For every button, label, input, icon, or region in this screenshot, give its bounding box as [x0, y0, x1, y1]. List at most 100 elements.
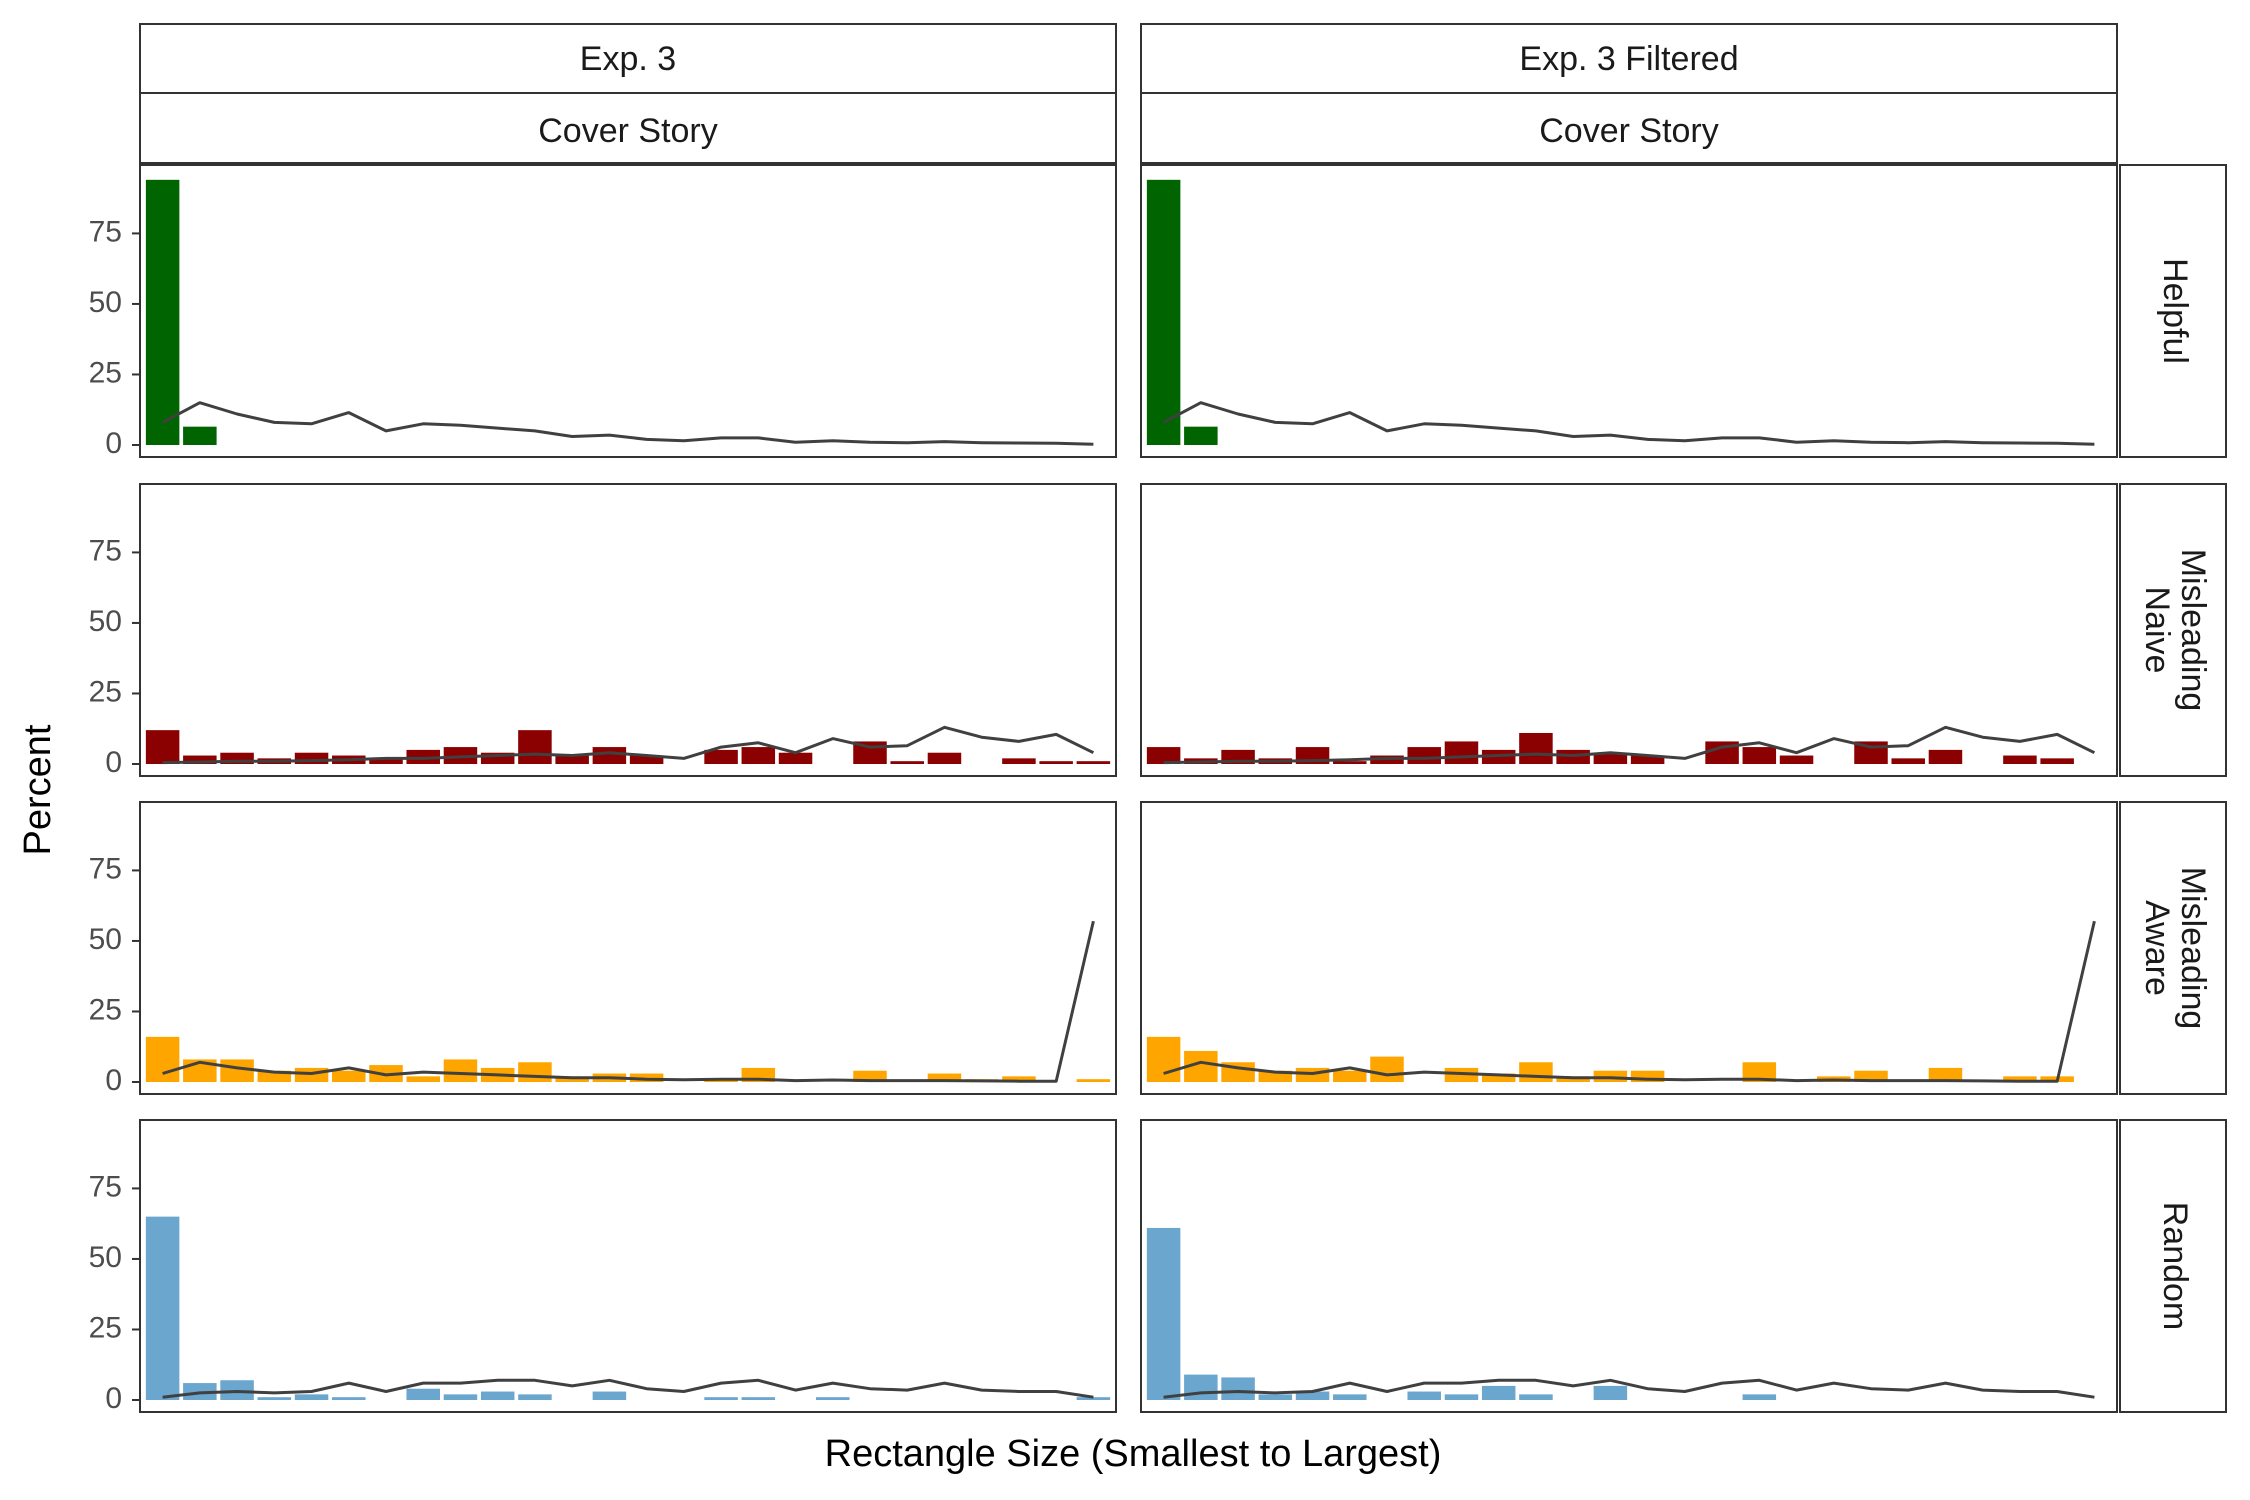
bar [1146, 1036, 1181, 1082]
bar [1258, 1394, 1293, 1400]
bar [443, 1059, 478, 1082]
row-label: Misleading [2174, 549, 2212, 712]
facet-panel: 0 25 50 75 [89, 164, 1117, 460]
bar [294, 752, 329, 764]
bar [1039, 761, 1073, 764]
bar [1444, 1394, 1479, 1400]
bar [183, 426, 217, 445]
x-axis-title: Rectangle Size (Smallest to Largest) [825, 1433, 1442, 1475]
column-subtitle: Cover Story [1539, 112, 1719, 150]
column-subtitle-strip [139, 92, 1117, 164]
bar [778, 752, 813, 764]
panel-border [1140, 483, 2118, 777]
bar [2040, 758, 2074, 764]
y-tick-label: 75 [89, 1170, 122, 1203]
bar [480, 1391, 515, 1400]
facet-panel [1140, 164, 2118, 458]
y-tick-label: 0 [105, 427, 122, 460]
bar [1928, 749, 1963, 764]
bar [480, 752, 515, 764]
bar [1184, 426, 1218, 445]
bar [1333, 1394, 1367, 1400]
y-tick-label: 25 [89, 1311, 122, 1344]
bar [1630, 755, 1665, 764]
bar [518, 1394, 552, 1400]
bar [1593, 752, 1628, 764]
bar [1481, 1385, 1516, 1400]
bar [145, 730, 180, 764]
bar [1002, 758, 1036, 764]
y-tick-label: 0 [105, 1382, 122, 1415]
bar [1630, 1070, 1665, 1082]
bar [1928, 1067, 1963, 1082]
facet-panel [1140, 483, 2118, 777]
bar [1444, 741, 1479, 764]
panel-border [139, 1119, 1117, 1413]
bar [1742, 747, 1777, 764]
y-tick-label: 75 [89, 534, 122, 567]
bar [927, 1073, 962, 1082]
bar [332, 1397, 366, 1400]
bar [443, 1394, 478, 1400]
bar [1519, 1062, 1553, 1082]
bar [741, 747, 776, 764]
y-axis-title: Percent [17, 724, 59, 855]
column-title: Exp. 3 Filtered [1519, 40, 1738, 78]
reference-line [1163, 920, 2096, 1083]
bar [1258, 1070, 1293, 1082]
row-label: Naive [2138, 587, 2176, 674]
y-tick-label: 0 [105, 746, 122, 779]
bar [220, 752, 254, 764]
facet-panel: 0 25 50 75 [89, 801, 1117, 1097]
bar [145, 179, 180, 446]
bar [2003, 1076, 2037, 1082]
bar [1333, 1070, 1367, 1082]
panel-border [139, 164, 1117, 458]
bar [555, 755, 589, 764]
bar [1184, 1374, 1218, 1400]
bar [1295, 1391, 1330, 1400]
bar [1370, 1056, 1404, 1082]
row-label: Helpful [2156, 258, 2194, 364]
bar [1221, 1377, 1255, 1400]
bar [1854, 1070, 1888, 1082]
y-tick-label: 50 [89, 605, 122, 638]
row-label: Misleading [2174, 867, 2212, 1030]
bar [1891, 758, 1925, 764]
bar [183, 755, 217, 764]
facet-panel: 0 25 50 75 [89, 483, 1117, 779]
bar [1481, 1073, 1516, 1082]
y-tick-label: 25 [89, 356, 122, 389]
bar [592, 1391, 627, 1400]
facet-panel: 0 25 50 75 [89, 1119, 1117, 1415]
y-tick-label: 50 [89, 286, 122, 319]
bar [1002, 1076, 1036, 1082]
column-subtitle: Cover Story [538, 112, 718, 150]
bar [1779, 755, 1814, 764]
reference-line [162, 1378, 1094, 1399]
bar [1146, 1227, 1181, 1400]
bar [704, 1397, 738, 1400]
bar [816, 1397, 850, 1400]
bar [927, 752, 962, 764]
bar [1742, 1062, 1777, 1082]
column-subtitle-strip [1140, 92, 2118, 164]
facet-panel [1140, 1119, 2118, 1413]
facet-panel [1140, 801, 2118, 1095]
row-label-strip [2119, 801, 2227, 1095]
row-label-strip [2119, 164, 2227, 458]
y-tick-label: 50 [89, 1241, 122, 1274]
facet-panels: 0 25 50 75 0 25 50 75 0 25 50 75 0 25 50 75 [89, 164, 2118, 1415]
bar [2003, 755, 2037, 764]
row-label: Random [2156, 1202, 2194, 1331]
bar [332, 1070, 366, 1082]
bar [1593, 1385, 1628, 1400]
bar [257, 1397, 292, 1400]
y-tick-label: 50 [89, 923, 122, 956]
row-label: Aware [2138, 900, 2176, 996]
panel-border [1140, 164, 2118, 458]
bar [145, 1216, 180, 1400]
column-title: Exp. 3 [580, 40, 676, 78]
bar [592, 747, 627, 764]
